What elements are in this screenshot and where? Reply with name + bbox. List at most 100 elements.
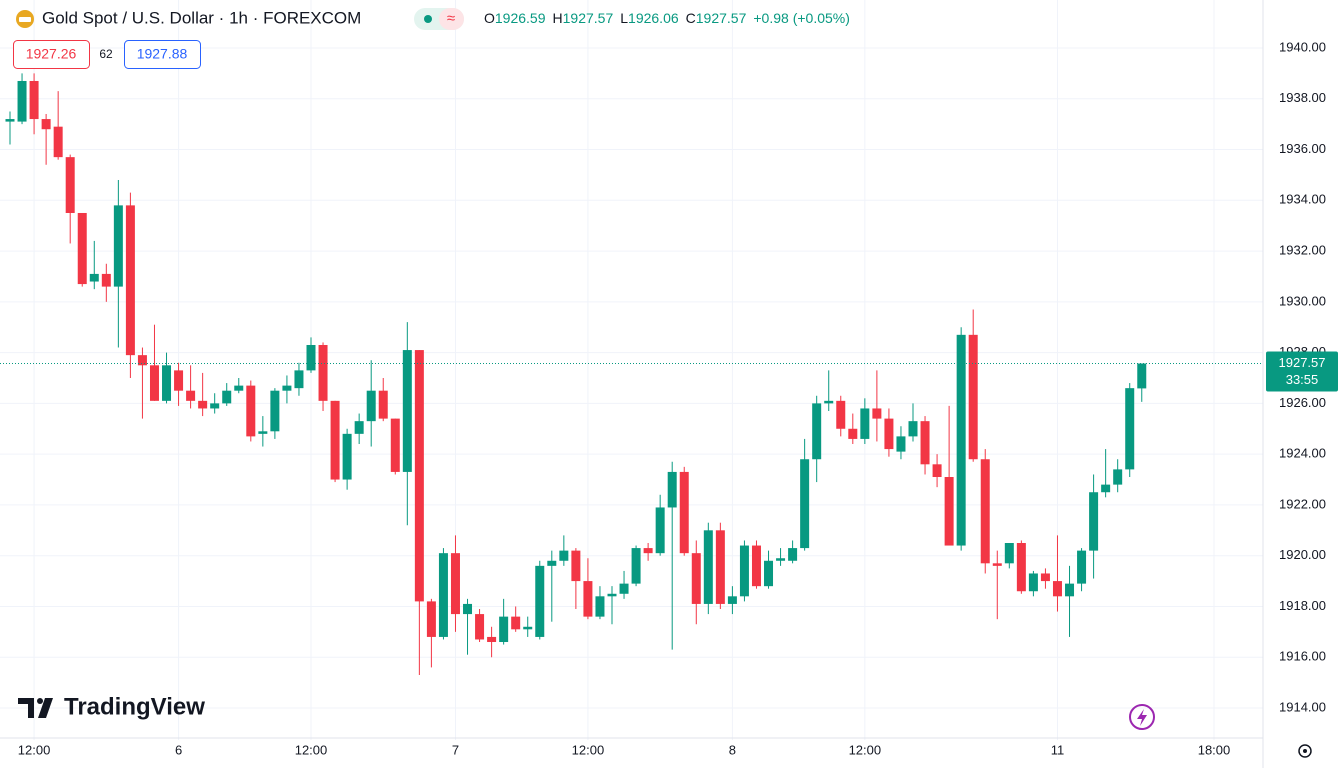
candle-body [306, 344, 316, 371]
candle-body [101, 273, 111, 287]
candle-body [318, 344, 328, 401]
y-tick-label: 1936.00 [1279, 141, 1326, 156]
candle-body [1004, 543, 1014, 564]
candle-body [258, 431, 268, 434]
x-tick-label: 12:00 [18, 742, 51, 757]
candle-body [475, 614, 485, 640]
candle-body [619, 583, 629, 594]
candle-body [824, 400, 834, 404]
candle-body [679, 471, 689, 554]
candle-body [571, 550, 581, 582]
candle-body [1040, 573, 1050, 582]
ask-price: 1927.88 [137, 46, 188, 62]
candle-body [29, 80, 39, 120]
candle-body [354, 421, 364, 434]
candle-body [776, 558, 786, 561]
lightning-icon [1137, 709, 1147, 726]
y-tick-label: 1932.00 [1279, 243, 1326, 258]
y-tick-label: 1938.00 [1279, 90, 1326, 105]
y-tick-label: 1914.00 [1279, 699, 1326, 714]
candle-body [812, 403, 822, 460]
candle-body [764, 560, 774, 587]
candle-body [751, 545, 761, 587]
candle-body [860, 408, 870, 439]
candle-body [1089, 492, 1099, 551]
o-label: O [484, 10, 495, 26]
candle-body [992, 563, 1002, 566]
settings-button[interactable] [1298, 744, 1312, 758]
grid [0, 0, 1263, 740]
candle-body [667, 471, 677, 508]
lightning-button[interactable] [1129, 704, 1155, 730]
sell-button[interactable] [13, 40, 90, 69]
y-tick-label: 1924.00 [1279, 446, 1326, 461]
candle-body [378, 390, 388, 419]
countdown: 33:55 [1286, 372, 1319, 387]
candle-body [607, 593, 617, 597]
candle-body [547, 560, 557, 566]
candle-body [523, 626, 533, 630]
y-tick-label: 1920.00 [1279, 547, 1326, 562]
candle-body [896, 436, 906, 452]
candle-body [246, 385, 256, 437]
candle-body [210, 403, 220, 409]
candle-body [956, 334, 966, 546]
candle-body [222, 390, 232, 404]
logo-shape [38, 698, 53, 718]
candle-body [727, 596, 737, 604]
candle-body [1113, 469, 1123, 485]
y-tick-label: 1918.00 [1279, 598, 1326, 613]
candle-body [932, 464, 942, 478]
candle-body [920, 421, 930, 465]
candle-body [1016, 543, 1026, 592]
candle-body [402, 350, 412, 472]
c-label: C [686, 10, 696, 26]
o-value: 1926.59 [495, 10, 546, 26]
last-price-tag [1266, 351, 1338, 392]
candle-body [968, 334, 978, 460]
symbol-title: Gold Spot / U.S. Dollar · 1h · FOREXCOM [42, 8, 361, 27]
logo-dot [37, 698, 43, 704]
candle-body [1101, 484, 1111, 493]
candle-body [715, 530, 725, 604]
l-value: 1926.06 [628, 10, 679, 26]
candle-body [1077, 550, 1087, 584]
x-tick-label: 6 [175, 742, 182, 757]
symbol-icon-bar [19, 17, 31, 22]
brand-logo [18, 698, 53, 718]
candle-body [499, 616, 509, 643]
logo-shape [18, 698, 34, 718]
candle-body [788, 548, 798, 561]
candle-body [800, 459, 810, 549]
candle-body [655, 507, 665, 554]
candle-body [390, 418, 400, 472]
status-pill-right [439, 8, 464, 30]
c-value: 1927.57 [696, 10, 747, 26]
candle-body [848, 428, 858, 439]
candle-body [366, 390, 376, 422]
candle-body [77, 212, 87, 285]
x-tick-label: 12:00 [572, 742, 605, 757]
change: +0.98 (+0.05%) [753, 10, 850, 26]
candle-body [162, 365, 172, 401]
candle-body [330, 400, 340, 480]
candle-body [739, 545, 749, 597]
y-tick-label: 1934.00 [1279, 192, 1326, 207]
candles [0, 73, 1263, 676]
candle-body [414, 350, 424, 602]
candle-body [342, 433, 352, 480]
candle-body [595, 596, 605, 617]
candle-body [872, 408, 882, 419]
candle-body [113, 205, 123, 287]
candle-body [1065, 583, 1075, 597]
candle-body [53, 126, 63, 158]
buy-button[interactable] [124, 40, 201, 69]
candle-body [511, 616, 521, 630]
candle-body [583, 581, 593, 617]
candle-body [149, 365, 159, 401]
candle-body [234, 385, 244, 391]
candle-body [980, 459, 990, 564]
market-open-dot [424, 15, 432, 23]
candle-body [1125, 388, 1135, 470]
candle-body [426, 601, 436, 637]
